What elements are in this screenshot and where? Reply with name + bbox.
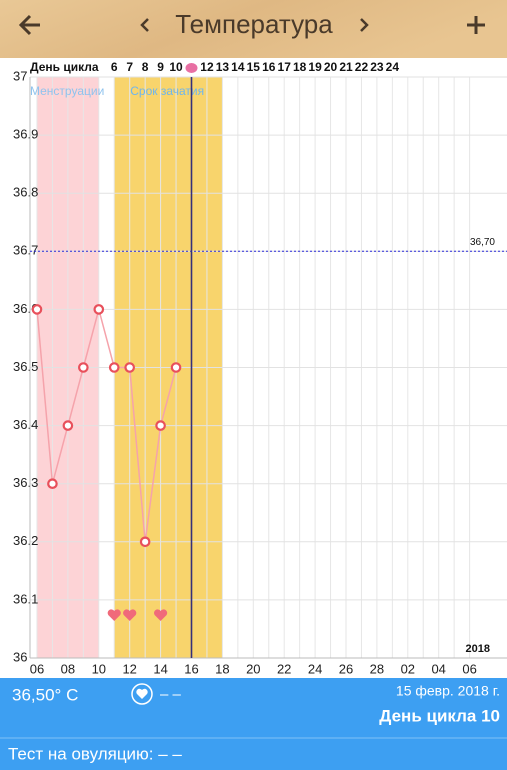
heart — [107, 609, 121, 621]
x-tick-label: 08 — [61, 661, 75, 676]
cycle-label: День цикла — [30, 60, 99, 74]
cycle-day: 15 — [247, 60, 261, 74]
x-tick-label: 28 — [370, 661, 384, 676]
ovulation-test: Тест на овуляцию: – – — [8, 744, 182, 763]
cycle-day: День цикла 10 — [379, 706, 500, 725]
cycle-day: 14 — [231, 60, 245, 74]
cycle-day: 18 — [293, 60, 307, 74]
y-tick-label: 36.3 — [13, 475, 38, 490]
ovulation-panel[interactable] — [0, 738, 507, 770]
band-label: Срок зачатия — [130, 84, 204, 98]
cycle-day: 24 — [386, 60, 400, 74]
temperature-point — [139, 536, 151, 548]
temperature-line — [36, 306, 177, 542]
plot: 36 36.1 36.2 36.3 36.4 36.5 36.6 36.7 36.8 36.9 37… — [13, 60, 507, 676]
sex-heart — [136, 688, 148, 699]
cycle-day: 13 — [216, 60, 230, 74]
x-tick-label: 24 — [308, 661, 322, 676]
cycle-day: 23 — [370, 60, 384, 74]
cycle-day: 21 — [339, 60, 353, 74]
x-tick-label: 10 — [92, 661, 106, 676]
temperature-point — [31, 304, 43, 315]
back-button[interactable] — [18, 14, 40, 36]
heart — [153, 609, 168, 621]
x-tick-label: 26 — [339, 661, 353, 676]
x-tick-label: 06 — [462, 661, 476, 676]
x-tick-label: 18 — [215, 661, 229, 676]
year-label: 2018 — [466, 643, 490, 655]
x-tick-label: 14 — [153, 661, 167, 676]
add-button[interactable] — [467, 16, 485, 34]
temperature-point — [124, 362, 135, 373]
temperature: 36,50° C — [12, 685, 78, 704]
cycle-day: 20 — [324, 60, 338, 74]
y-tick-label: 36 — [13, 649, 27, 664]
x-tick-label: 16 — [184, 661, 198, 676]
x-tick-label: 06 — [30, 661, 44, 676]
temperature-point — [47, 478, 58, 489]
status-panel — [0, 678, 507, 738]
screen-title: Температура — [175, 9, 333, 39]
sex-icon[interactable] — [131, 683, 153, 705]
y-tick-label: 36.2 — [13, 533, 38, 548]
cycle-day: 19 — [308, 60, 322, 74]
cycle-day: 6 — [111, 60, 118, 74]
y-tick-label: 36.9 — [13, 127, 38, 142]
cycle-day: 10 — [169, 60, 183, 74]
sex-status: – – — [160, 686, 182, 703]
x-tick-label: 20 — [246, 661, 260, 676]
today-dot — [185, 63, 198, 73]
cycle-day: 12 — [200, 60, 214, 74]
threshold-label: 36,70 — [470, 237, 495, 248]
cycle-day: 22 — [355, 60, 369, 74]
prev-button[interactable] — [140, 18, 149, 32]
y-tick-label: 36.7 — [13, 243, 38, 258]
temperature-point — [170, 362, 182, 373]
y-tick-label: 37 — [13, 68, 27, 83]
heart — [123, 609, 137, 621]
x-tick-label: 04 — [431, 661, 445, 676]
y-tick-label: 36.4 — [13, 417, 38, 432]
next-button[interactable] — [360, 18, 369, 32]
temperature-point — [155, 420, 166, 431]
y-tick-label: 36.6 — [13, 301, 38, 316]
x-tick-label: 22 — [277, 661, 291, 676]
y-tick-label: 36.1 — [13, 591, 38, 606]
y-tick-label: 36.5 — [13, 359, 38, 374]
temperature-point — [108, 362, 120, 373]
cycle-day: 7 — [126, 60, 133, 74]
header-bar — [0, 0, 507, 58]
cycle-day: 9 — [157, 60, 164, 74]
x-tick-label: 02 — [401, 661, 415, 676]
cycle-day: 16 — [262, 60, 276, 74]
y-tick-label: 36.8 — [13, 185, 38, 200]
x-tick-label: 12 — [122, 661, 136, 676]
temperature-point — [78, 362, 89, 373]
cycle-day: 17 — [278, 60, 292, 74]
band-label: Менструации — [30, 84, 104, 98]
cycle-day: 8 — [142, 60, 149, 74]
date: 15 февр. 2018 г. — [396, 683, 500, 699]
temperature-point — [62, 420, 74, 431]
temperature-point — [93, 304, 105, 315]
